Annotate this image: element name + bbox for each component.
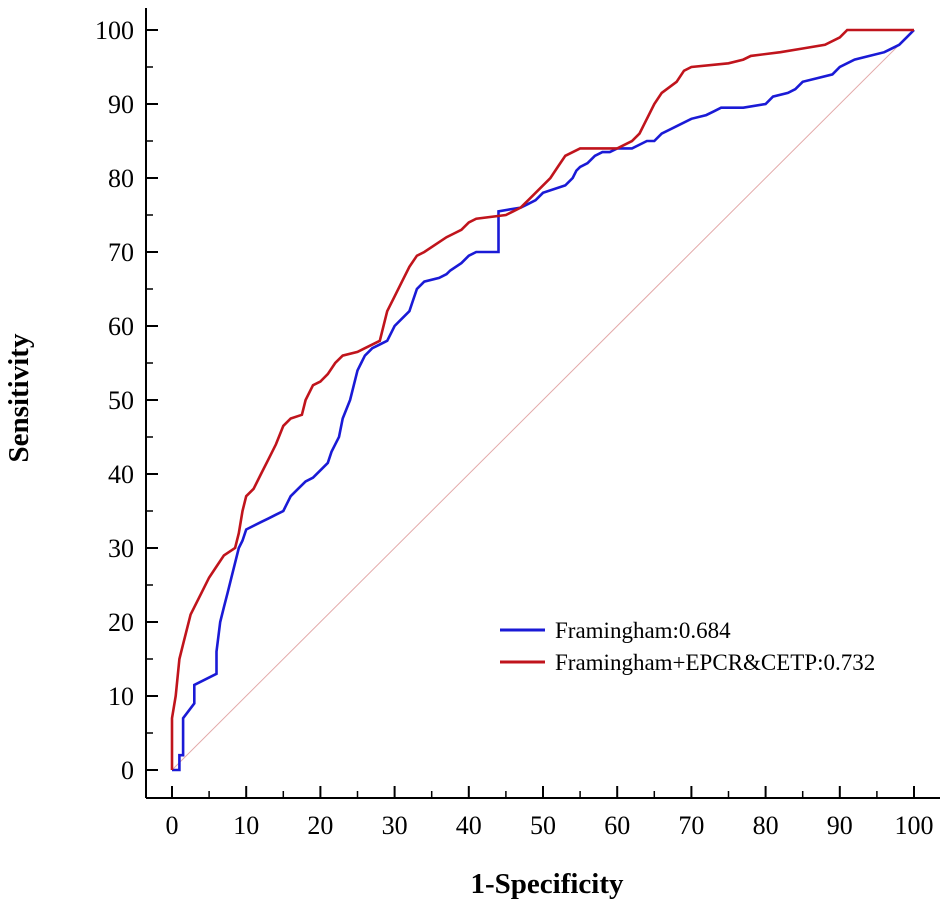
legend-label-framingham: Framingham:0.684 (555, 618, 731, 643)
y-ticks: 0 10 20 30 40 50 60 70 80 90 100 (95, 16, 158, 785)
y-tick-label: 0 (121, 756, 134, 785)
plot-area: 0 10 20 30 40 50 60 70 80 90 100 0 10 20 30 40 50 60 70 80… (95, 8, 940, 840)
legend-label-framingham-epcr-cetp: Framingham+EPCR&CETP:0.732 (555, 650, 875, 675)
x-tick-label: 60 (604, 811, 630, 840)
series-line-framingham-epcr-cetp (170, 28, 914, 770)
x-ticks: 0 10 20 30 40 50 60 70 80 90 100 (166, 786, 934, 840)
y-tick-label: 100 (95, 16, 134, 45)
y-tick-label: 40 (108, 460, 134, 489)
x-tick-label: 0 (166, 811, 179, 840)
x-tick-label: 30 (382, 811, 408, 840)
chance-diagonal-line (171, 29, 915, 771)
y-tick-label: 10 (108, 682, 134, 711)
x-tick-label: 40 (456, 811, 482, 840)
x-tick-label: 10 (233, 811, 259, 840)
x-axis-title: 1-Specificity (470, 868, 624, 900)
legend: Framingham:0.684 Framingham+EPCR&CETP:0.… (500, 618, 875, 675)
series-group (170, 28, 915, 772)
x-tick-label: 100 (895, 811, 934, 840)
y-tick-label: 50 (108, 386, 134, 415)
x-tick-label: 70 (678, 811, 704, 840)
x-tick-label: 20 (307, 811, 333, 840)
y-tick-label: 90 (108, 90, 134, 119)
series-line-framingham (172, 29, 915, 772)
y-tick-label: 20 (108, 608, 134, 637)
y-axis-title: Sensitivity (3, 333, 35, 462)
x-tick-label: 90 (827, 811, 853, 840)
x-tick-label: 80 (753, 811, 779, 840)
y-tick-label: 60 (108, 312, 134, 341)
x-tick-label: 50 (530, 811, 556, 840)
y-tick-label: 80 (108, 164, 134, 193)
y-tick-label: 30 (108, 534, 134, 563)
y-tick-label: 70 (108, 238, 134, 267)
